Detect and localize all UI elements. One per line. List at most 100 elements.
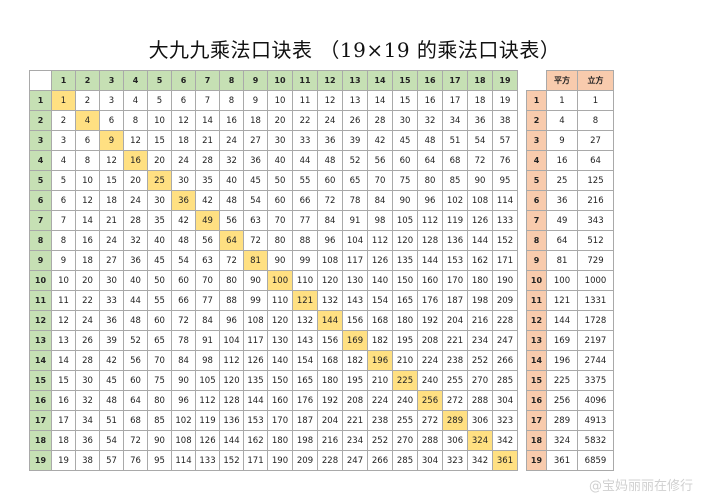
- product-cell: 24: [75, 310, 100, 331]
- diagonal-cell: 169: [342, 330, 368, 351]
- product-cell: 63: [243, 210, 268, 231]
- product-cell: 5: [147, 90, 172, 111]
- gap-cell: [517, 310, 527, 331]
- diagonal-cell: 121: [292, 290, 318, 311]
- product-cell: 16: [219, 110, 244, 131]
- product-cell: 112: [219, 350, 244, 371]
- gap-cell: [517, 210, 527, 231]
- product-cell: 48: [219, 190, 244, 211]
- product-cell: 42: [99, 350, 124, 371]
- product-cell: 128: [219, 390, 244, 411]
- column-header: 6: [171, 70, 196, 91]
- product-cell: 323: [492, 410, 518, 431]
- cube-value: 3375: [577, 370, 614, 391]
- product-cell: 105: [195, 370, 220, 391]
- side-index: 7: [526, 210, 547, 231]
- product-cell: 45: [147, 250, 172, 271]
- square-value: 225: [546, 370, 578, 391]
- table-row: 9 9 18 27 36 45 54 63 72 81 90 99 108 117 126 135 144 153…: [29, 250, 614, 271]
- product-cell: 143: [292, 330, 318, 351]
- product-cell: 42: [195, 190, 220, 211]
- product-cell: 64: [123, 390, 148, 411]
- product-cell: 36: [467, 110, 493, 131]
- product-cell: 28: [75, 350, 100, 371]
- product-cell: 126: [243, 350, 268, 371]
- product-cell: 51: [442, 130, 468, 151]
- product-cell: 192: [417, 310, 443, 331]
- product-cell: 96: [317, 230, 343, 251]
- diagonal-cell: 196: [367, 350, 393, 371]
- product-cell: 60: [267, 190, 293, 211]
- side-index: 4: [526, 150, 547, 171]
- cube-value: 2197: [577, 330, 614, 351]
- gap-cell: [517, 410, 527, 431]
- product-cell: 18: [171, 130, 196, 151]
- product-cell: 60: [147, 310, 172, 331]
- side-index: 1: [526, 90, 547, 111]
- product-cell: 10: [75, 170, 100, 191]
- square-value: 81: [546, 250, 578, 271]
- product-cell: 12: [317, 90, 343, 111]
- gap-cell: [517, 70, 527, 91]
- row-header: 14: [29, 350, 52, 371]
- square-value: 289: [546, 410, 578, 431]
- product-cell: 14: [51, 350, 76, 371]
- table-row: 12 12 24 36 48 60 72 84 96 108 120 132 144 156 168 180 1…: [29, 310, 614, 331]
- product-cell: 48: [417, 130, 443, 151]
- product-cell: 21: [99, 210, 124, 231]
- product-cell: 20: [267, 110, 293, 131]
- square-value: 121: [546, 290, 578, 311]
- product-cell: 10: [147, 110, 172, 131]
- product-cell: 45: [243, 170, 268, 191]
- product-cell: 45: [99, 370, 124, 391]
- product-cell: 221: [442, 330, 468, 351]
- product-cell: 180: [467, 270, 493, 291]
- product-cell: 75: [147, 370, 172, 391]
- product-cell: 171: [243, 450, 268, 471]
- row-header: 4: [29, 150, 52, 171]
- side-index: 2: [526, 110, 547, 131]
- product-cell: 8: [219, 90, 244, 111]
- product-cell: 28: [195, 150, 220, 171]
- product-cell: 84: [171, 350, 196, 371]
- product-cell: 266: [367, 450, 393, 471]
- product-cell: 272: [442, 390, 468, 411]
- product-cell: 7: [195, 90, 220, 111]
- product-cell: 15: [147, 130, 172, 151]
- product-cell: 27: [99, 250, 124, 271]
- product-cell: 28: [123, 210, 148, 231]
- product-cell: 165: [292, 370, 318, 391]
- column-header: 2: [75, 70, 100, 91]
- product-cell: 45: [392, 130, 418, 151]
- cube-value: 343: [577, 210, 614, 231]
- product-cell: 240: [417, 370, 443, 391]
- row-header: 13: [29, 330, 52, 351]
- product-cell: 6: [99, 110, 124, 131]
- product-cell: 221: [342, 410, 368, 431]
- product-cell: 168: [367, 310, 393, 331]
- product-cell: 24: [171, 150, 196, 171]
- watermark: @宝妈丽丽在修行: [588, 479, 693, 494]
- product-cell: 11: [292, 90, 318, 111]
- product-cell: 90: [267, 250, 293, 271]
- product-cell: 30: [171, 170, 196, 191]
- product-cell: 18: [51, 430, 76, 451]
- product-cell: 90: [467, 170, 493, 191]
- product-cell: 65: [147, 330, 172, 351]
- diagonal-cell: 16: [123, 150, 148, 171]
- product-cell: 42: [367, 130, 393, 151]
- product-cell: 12: [171, 110, 196, 131]
- product-cell: 36: [317, 130, 343, 151]
- product-cell: 99: [292, 250, 318, 271]
- product-cell: 54: [243, 190, 268, 211]
- header-row: 1 2 3 4 5 6 7 8 9 10 11 12 13 14 15 16 17 18 19 平方 立方: [29, 70, 614, 91]
- product-cell: 238: [442, 350, 468, 371]
- column-header: 18: [467, 70, 493, 91]
- product-cell: 68: [442, 150, 468, 171]
- row-header: 7: [29, 210, 52, 231]
- product-cell: 228: [492, 310, 518, 331]
- diagonal-cell: 25: [147, 170, 172, 191]
- product-cell: 22: [75, 290, 100, 311]
- product-cell: 208: [417, 330, 443, 351]
- product-cell: 30: [392, 110, 418, 131]
